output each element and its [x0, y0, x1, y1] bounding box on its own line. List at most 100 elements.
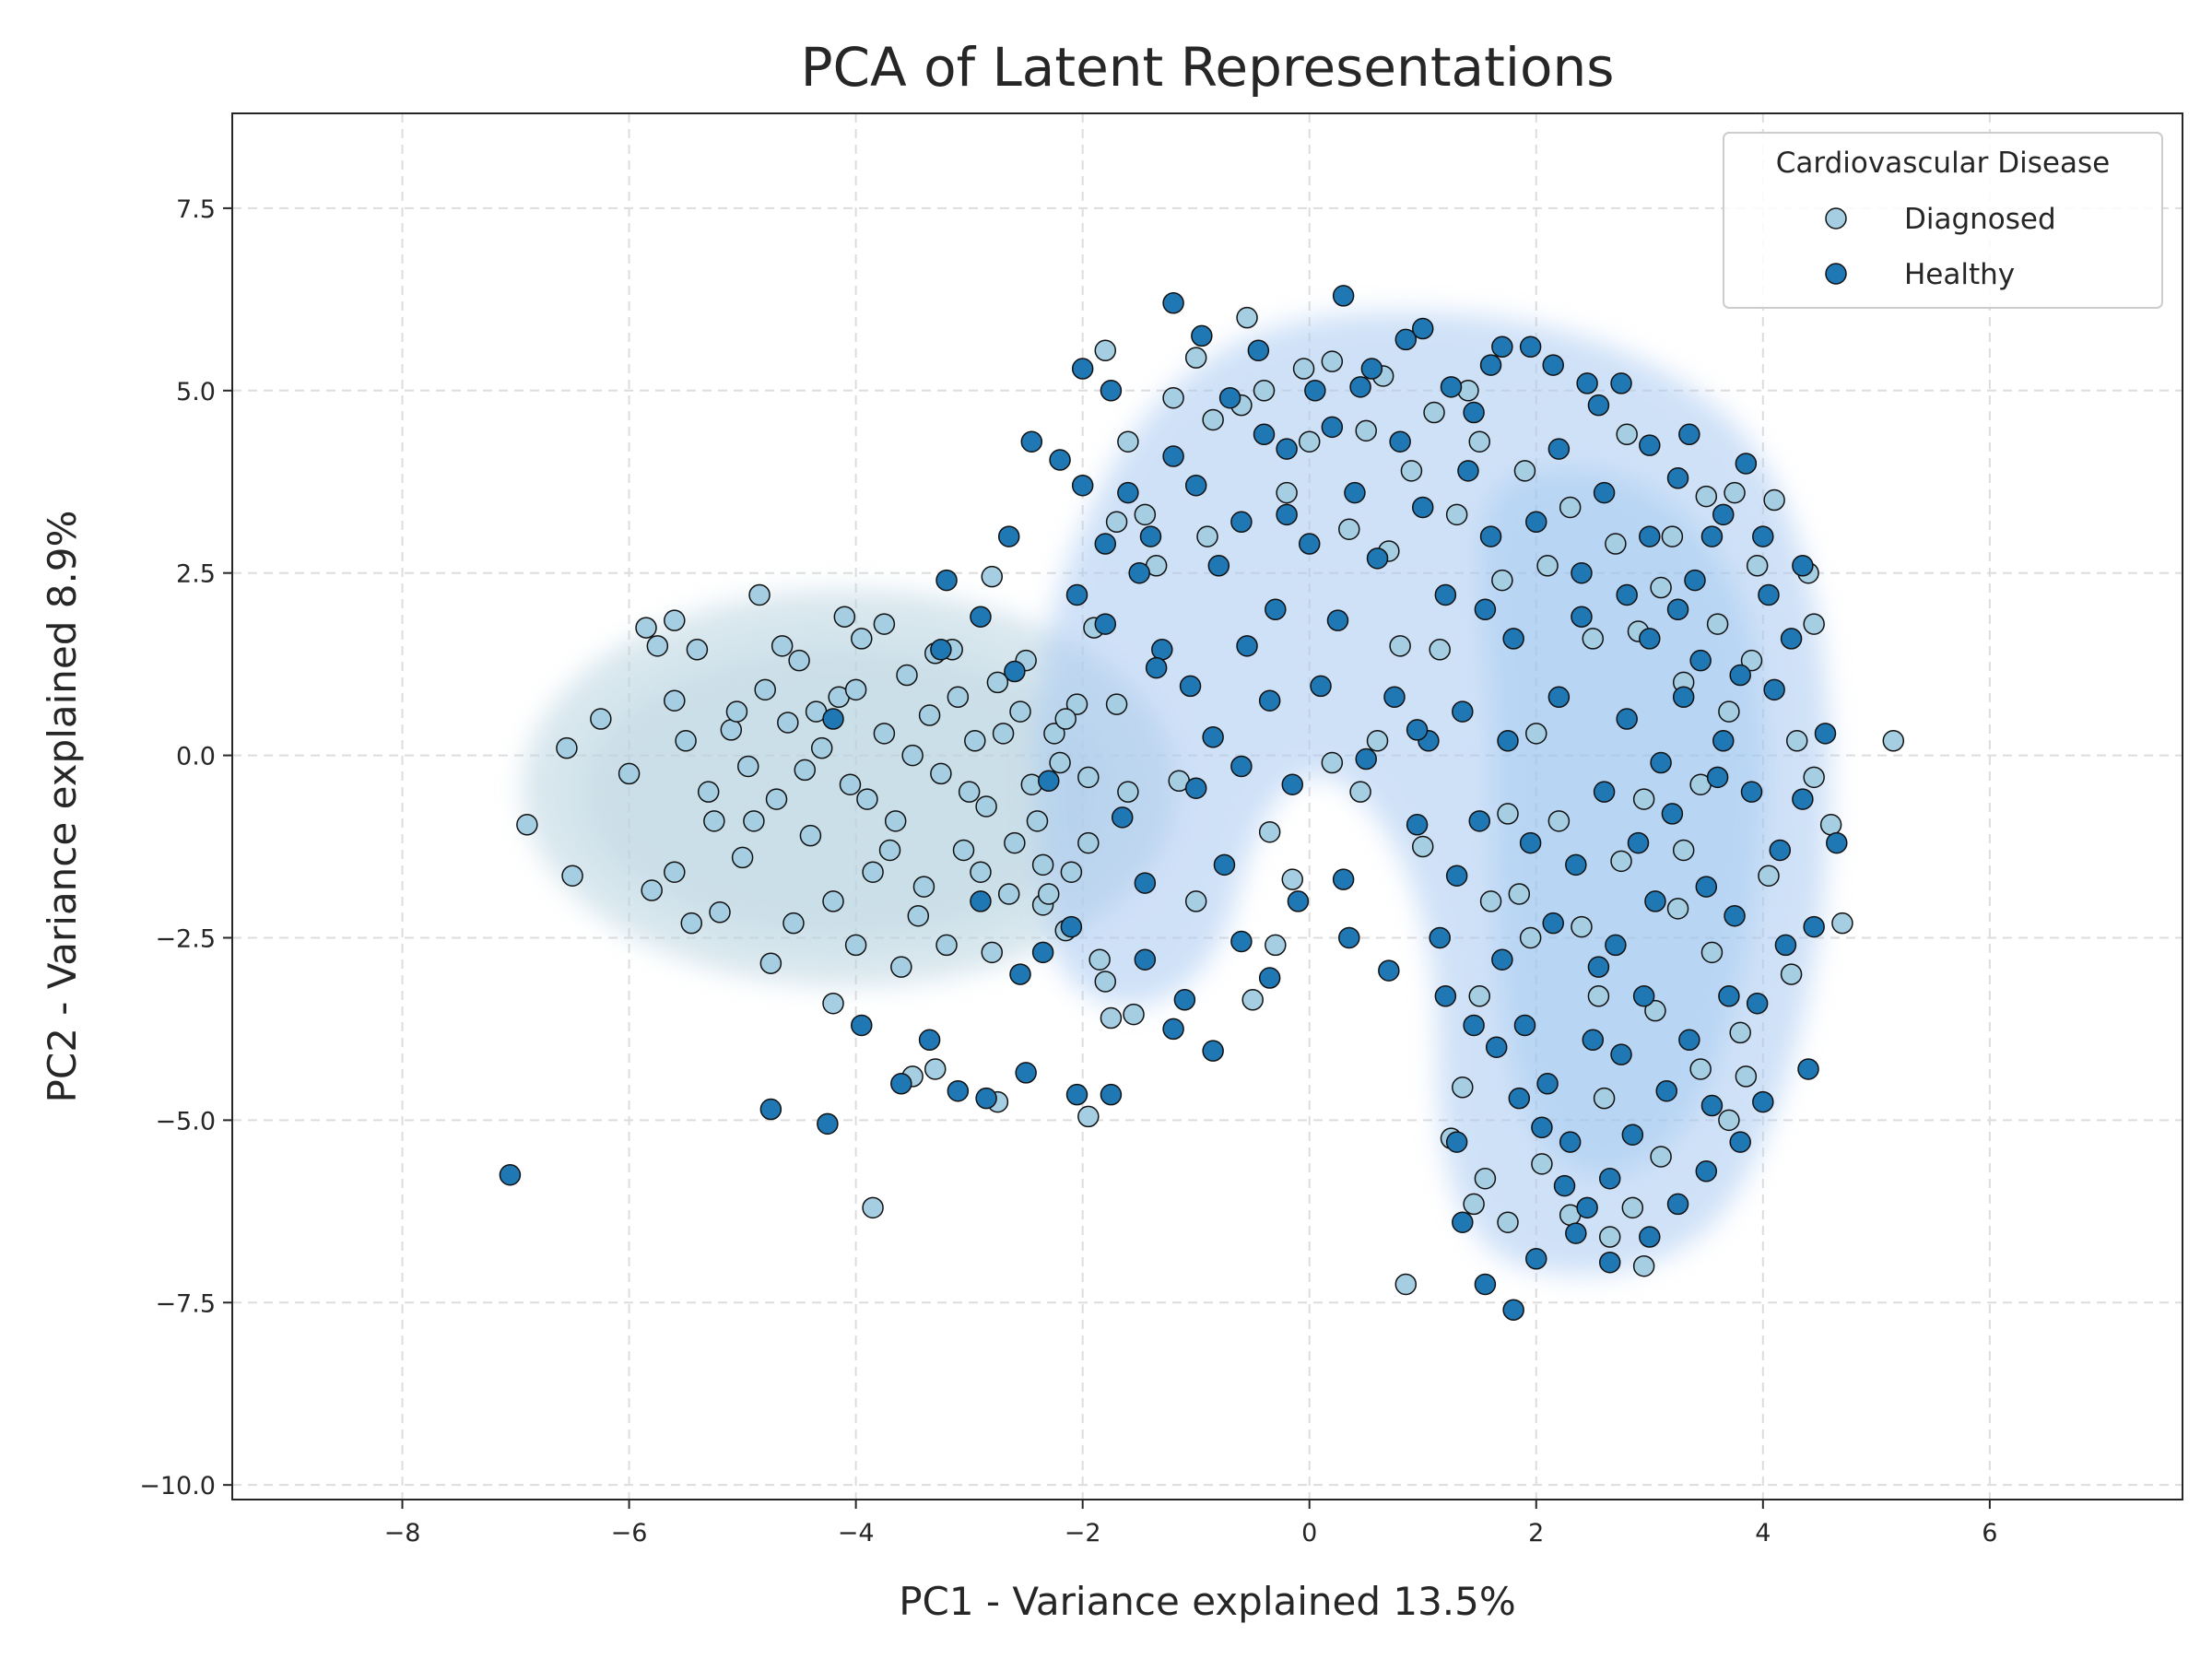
point-healthy	[1593, 481, 1616, 504]
point-healthy	[1247, 339, 1270, 362]
point-healthy	[1758, 583, 1780, 606]
point-diagnosed	[1184, 347, 1207, 369]
point-healthy	[1700, 525, 1724, 547]
point-diagnosed	[1803, 613, 1825, 635]
point-healthy	[1729, 1131, 1751, 1153]
point-diagnosed	[873, 723, 896, 745]
point-diagnosed	[1724, 481, 1746, 504]
point-diagnosed	[1650, 1146, 1672, 1168]
point-healthy	[1525, 1248, 1547, 1270]
point-healthy	[1060, 915, 1083, 938]
point-healthy	[1191, 324, 1213, 347]
point-healthy	[1468, 810, 1491, 832]
point-healthy	[851, 1014, 873, 1037]
point-diagnosed	[1054, 708, 1077, 730]
point-healthy	[1253, 423, 1276, 446]
point-healthy	[1457, 460, 1479, 482]
point-healthy	[1724, 904, 1746, 927]
point-diagnosed	[675, 730, 697, 752]
point-healthy	[1598, 1167, 1621, 1190]
point-diagnosed	[799, 824, 822, 847]
point-diagnosed	[1644, 999, 1666, 1022]
point-healthy	[1695, 1160, 1718, 1182]
point-healthy	[1553, 1174, 1576, 1197]
chart-title: PCA of Latent Representations	[801, 36, 1615, 99]
point-healthy	[1434, 583, 1457, 606]
point-healthy	[1547, 686, 1571, 709]
plot-frame	[231, 112, 2183, 1500]
point-diagnosed	[1831, 912, 1853, 935]
point-healthy	[1513, 1014, 1536, 1037]
point-diagnosed	[997, 883, 1020, 905]
point-diagnosed	[664, 861, 686, 883]
point-healthy	[1406, 814, 1429, 836]
y-tick-label: 5.0	[176, 378, 216, 406]
point-diagnosed	[1088, 948, 1111, 971]
point-healthy	[1049, 449, 1071, 471]
point-healthy	[1605, 934, 1627, 957]
point-diagnosed	[981, 565, 1004, 588]
point-diagnosed	[873, 613, 896, 635]
point-diagnosed	[958, 781, 981, 803]
point-healthy	[1009, 963, 1031, 985]
point-diagnosed	[1593, 1087, 1616, 1110]
point-healthy	[1463, 401, 1485, 424]
point-diagnosed	[1729, 1021, 1751, 1044]
point-diagnosed	[1740, 649, 1763, 672]
point-diagnosed	[844, 678, 867, 701]
point-healthy	[1218, 386, 1241, 409]
point-healthy	[1207, 555, 1230, 577]
y-tick-label: −10.0	[139, 1472, 216, 1500]
point-healthy	[1689, 649, 1712, 672]
point-healthy	[1117, 481, 1139, 504]
point-diagnosed	[947, 686, 970, 709]
point-healthy	[1452, 1211, 1474, 1233]
point-healthy	[1094, 533, 1117, 555]
point-healthy	[1598, 1251, 1621, 1274]
point-diagnosed	[680, 912, 702, 935]
point-diagnosed	[810, 736, 833, 759]
point-healthy	[1700, 1094, 1724, 1117]
point-healthy	[1304, 380, 1326, 402]
point-healthy	[1729, 664, 1751, 687]
point-diagnosed	[1026, 810, 1049, 832]
point-healthy	[1162, 292, 1184, 314]
point-diagnosed	[986, 671, 1009, 694]
point-diagnosed	[1049, 751, 1071, 774]
point-diagnosed	[646, 635, 669, 657]
point-diagnosed	[1134, 503, 1157, 526]
point-diagnosed	[1184, 890, 1207, 912]
point-healthy	[1038, 770, 1060, 793]
point-diagnosed	[930, 762, 952, 785]
point-healthy	[1531, 1116, 1553, 1139]
point-healthy	[1406, 719, 1429, 741]
point-healthy	[1792, 788, 1814, 810]
point-healthy	[499, 1163, 522, 1186]
point-healthy	[1360, 358, 1383, 380]
point-healthy	[1639, 1226, 1661, 1248]
point-diagnosed	[1038, 883, 1060, 905]
point-diagnosed	[822, 992, 844, 1015]
point-healthy	[1666, 598, 1689, 621]
point-healthy	[1128, 561, 1150, 584]
point-healthy	[1763, 678, 1785, 701]
point-healthy	[1491, 335, 1513, 359]
point-healthy	[1632, 985, 1655, 1007]
point-healthy	[1179, 675, 1202, 698]
point-diagnosed	[1819, 814, 1842, 836]
legend-marker-diagnosed	[1825, 207, 1847, 229]
point-diagnosed	[1763, 488, 1785, 512]
point-diagnosed	[1803, 766, 1825, 789]
point-diagnosed	[1298, 430, 1321, 453]
point-healthy	[1100, 1083, 1123, 1106]
point-diagnosed	[839, 773, 862, 796]
point-diagnosed	[918, 704, 941, 726]
point-healthy	[1678, 423, 1700, 446]
point-diagnosed	[759, 952, 782, 974]
point-healthy	[1184, 777, 1207, 799]
point-diagnosed	[1004, 831, 1026, 854]
point-diagnosed	[884, 810, 907, 832]
point-diagnosed	[901, 744, 924, 767]
point-diagnosed	[1196, 525, 1218, 547]
